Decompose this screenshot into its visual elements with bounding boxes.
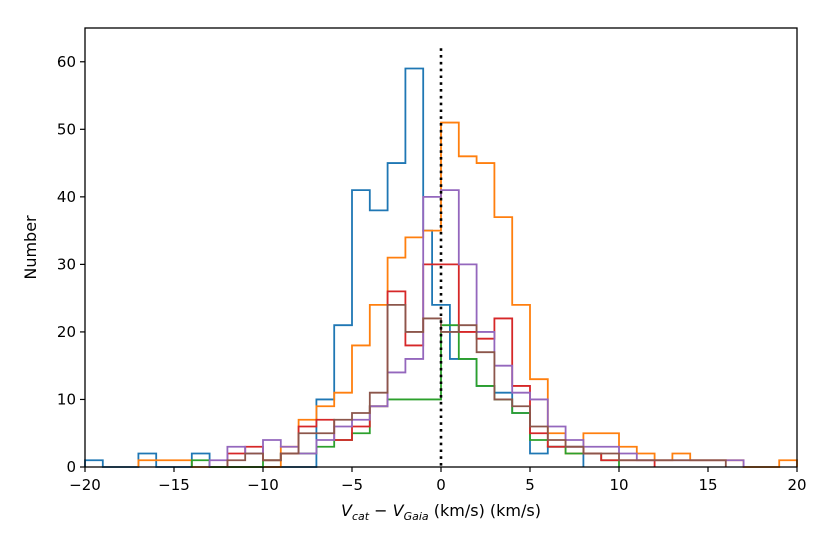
x-axis-label-units: (km/s) (km/s) <box>429 501 541 520</box>
histogram-series-blue <box>84 67 585 468</box>
y-tick-label: 40 <box>57 188 76 206</box>
x-tick-label: −5 <box>341 476 363 494</box>
x-axis-label-var: V <box>341 501 353 520</box>
y-tick-label: 30 <box>57 255 76 273</box>
x-tick-label: 10 <box>609 476 628 494</box>
y-tick-label: 50 <box>57 120 76 138</box>
x-axis-label-sub-cat: cat <box>352 510 370 523</box>
histogram-series-orange <box>137 121 798 468</box>
y-tick-label: 10 <box>57 390 76 408</box>
histogram-series-green <box>190 324 620 468</box>
x-tick-label: 20 <box>787 476 806 494</box>
x-tick-label: −10 <box>247 476 279 494</box>
x-axis-label: Vcat − VGaia (km/s) (km/s) <box>341 501 541 523</box>
x-tick-label: −20 <box>69 476 101 494</box>
x-axis-ticks: −20 −15 −10 −5 0 5 10 15 20 <box>69 467 807 494</box>
x-tick-label: 0 <box>436 476 446 494</box>
y-axis-ticks: 0 10 20 30 40 50 60 <box>57 53 85 476</box>
x-axis-label-sub-gaia: Gaia <box>404 510 429 523</box>
x-tick-label: −15 <box>158 476 190 494</box>
histogram-series-brown <box>226 304 727 467</box>
y-axis-label: Number <box>21 215 40 280</box>
x-axis-label-var-2: V <box>393 501 405 520</box>
y-tick-label: 20 <box>57 323 76 341</box>
y-tick-label: 0 <box>66 458 76 476</box>
x-axis-label-minus: − <box>369 501 393 520</box>
y-tick-label: 60 <box>57 53 76 71</box>
x-tick-label: 5 <box>525 476 535 494</box>
x-tick-label: 15 <box>698 476 717 494</box>
